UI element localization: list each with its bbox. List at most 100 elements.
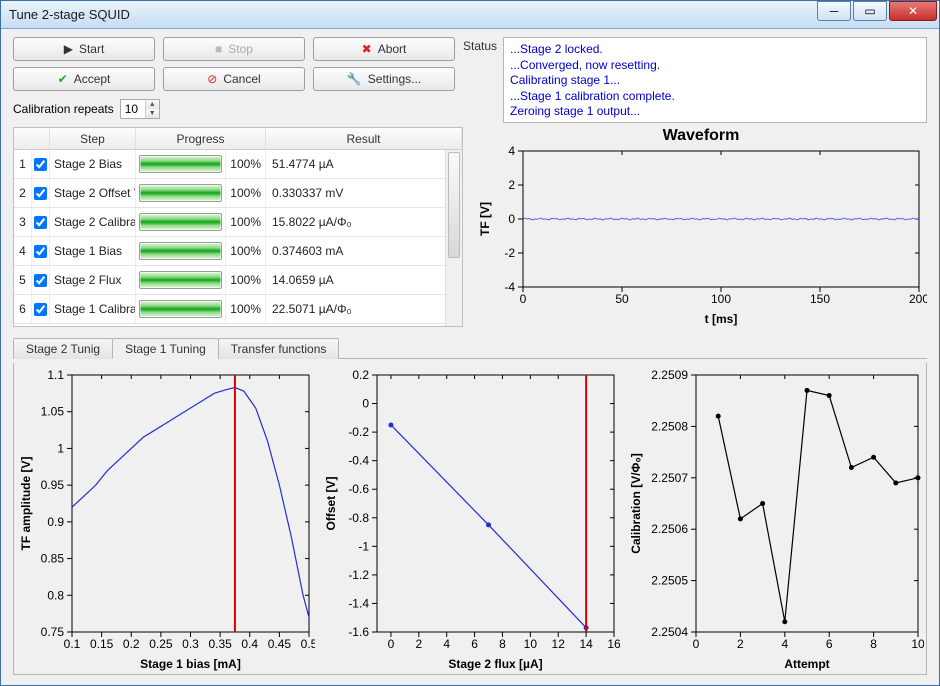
table-header: Step Progress Result <box>14 128 462 150</box>
progress-pct: 100% <box>226 208 266 236</box>
svg-text:0.45: 0.45 <box>268 637 292 651</box>
step-checkbox[interactable] <box>34 274 47 287</box>
row-number: 6 <box>14 295 32 323</box>
step-name: Stage 2 Flux <box>50 266 136 294</box>
status-line: ...Converged, now resetting. <box>510 58 920 74</box>
progress-cell <box>136 295 226 323</box>
svg-text:0.3: 0.3 <box>182 637 199 651</box>
row-check[interactable] <box>32 208 50 236</box>
waveform-title: Waveform <box>475 127 927 145</box>
row-check[interactable] <box>32 237 50 265</box>
svg-text:2: 2 <box>415 637 422 651</box>
status-line: ...Stage 2 locked. <box>510 42 920 58</box>
minimize-button[interactable]: ─ <box>817 1 851 21</box>
tab-transfer-functions[interactable]: Transfer functions <box>218 338 340 359</box>
cancel-button[interactable]: ⊘Cancel <box>163 67 305 91</box>
row-number: 1 <box>14 150 32 178</box>
step-name: Stage 2 Offset V <box>50 179 136 207</box>
svg-text:2.2504: 2.2504 <box>651 625 688 639</box>
status-line: Zeroing stage 1 output... <box>510 104 920 120</box>
table-row[interactable]: 4Stage 1 Bias100%0.374603 mA <box>14 237 462 266</box>
maximize-button[interactable]: ▭ <box>853 1 887 21</box>
tab-stage2-tuning[interactable]: Stage 2 Tunig <box>13 338 113 359</box>
stop-button[interactable]: ■Stop <box>163 37 305 61</box>
start-label: Start <box>79 42 104 56</box>
svg-text:200: 200 <box>909 292 927 306</box>
play-icon: ▶ <box>64 42 73 56</box>
col-result[interactable]: Result <box>266 128 462 149</box>
row-check[interactable] <box>32 179 50 207</box>
spinner-arrows[interactable]: ▲▼ <box>145 100 159 118</box>
svg-text:8: 8 <box>499 637 506 651</box>
abort-icon: ✖ <box>362 42 372 56</box>
svg-text:0.25: 0.25 <box>149 637 173 651</box>
repeats-spinner[interactable]: 10 ▲▼ <box>120 99 160 119</box>
table-scrollbar[interactable] <box>445 150 462 326</box>
row-number: 4 <box>14 237 32 265</box>
table-row[interactable]: 1Stage 2 Bias100%51.4774 µA <box>14 150 462 179</box>
content-area: ▶ Start ■Stop ✖Abort ✔Accept ⊘Cancel 🔧Set… <box>1 29 939 685</box>
step-checkbox[interactable] <box>34 303 47 316</box>
svg-text:0: 0 <box>388 637 395 651</box>
svg-text:16: 16 <box>607 637 620 651</box>
svg-text:0.85: 0.85 <box>41 552 65 566</box>
col-progress[interactable]: Progress <box>136 128 266 149</box>
window-controls: ─ ▭ ✕ <box>817 1 939 28</box>
svg-text:0.15: 0.15 <box>90 637 114 651</box>
mid-row: Step Progress Result 1Stage 2 Bias100%51… <box>13 127 927 327</box>
svg-text:-0.6: -0.6 <box>348 482 369 496</box>
svg-text:-4: -4 <box>504 280 515 294</box>
status-textbox[interactable]: ...Stage 2 locked....Converged, now rese… <box>503 37 927 123</box>
close-button[interactable]: ✕ <box>889 1 937 21</box>
svg-text:0.95: 0.95 <box>41 478 65 492</box>
cancel-label: Cancel <box>223 72 260 86</box>
step-checkbox[interactable] <box>34 158 47 171</box>
col-step[interactable]: Step <box>50 128 136 149</box>
status-label: Status <box>463 37 497 123</box>
progress-bar <box>139 242 222 260</box>
table-row[interactable]: 6Stage 1 Calibrat100%22.5071 µA/Φ₀ <box>14 295 462 324</box>
scroll-thumb[interactable] <box>448 152 460 258</box>
table-row[interactable]: 3Stage 2 Calibrat100%15.8022 µA/Φ₀ <box>14 208 462 237</box>
offset-chart: 0246810121416-1.6-1.4-1.2-1-0.8-0.6-0.4-… <box>321 369 620 672</box>
svg-text:6: 6 <box>471 637 478 651</box>
row-check[interactable] <box>32 150 50 178</box>
stop-icon: ■ <box>215 42 222 56</box>
tab-stage1-tuning[interactable]: Stage 1 Tuning <box>112 338 219 359</box>
svg-text:-1.4: -1.4 <box>348 596 369 610</box>
svg-text:0.5: 0.5 <box>301 637 315 651</box>
row-check[interactable] <box>32 266 50 294</box>
row-check[interactable] <box>32 295 50 323</box>
step-checkbox[interactable] <box>34 216 47 229</box>
progress-pct: 100% <box>226 295 266 323</box>
step-checkbox[interactable] <box>34 187 47 200</box>
svg-text:6: 6 <box>826 637 833 651</box>
accept-button[interactable]: ✔Accept <box>13 67 155 91</box>
progress-cell <box>136 208 226 236</box>
chevron-down-icon[interactable]: ▼ <box>146 109 159 118</box>
svg-text:4: 4 <box>781 637 788 651</box>
svg-text:-0.2: -0.2 <box>348 425 369 439</box>
window-title: Tune 2-stage SQUID <box>9 7 130 22</box>
result-cell: 22.5071 µA/Φ₀ <box>266 295 462 323</box>
status-line: Calibrating stage 1... <box>510 73 920 89</box>
start-button[interactable]: ▶ Start <box>13 37 155 61</box>
table-row[interactable]: 5Stage 2 Flux100%14.0659 µA <box>14 266 462 295</box>
chevron-up-icon[interactable]: ▲ <box>146 100 159 109</box>
step-checkbox[interactable] <box>34 245 47 258</box>
svg-text:0.8: 0.8 <box>47 588 64 602</box>
svg-text:0: 0 <box>362 397 369 411</box>
row-number: 5 <box>14 266 32 294</box>
svg-text:Calibration [V/Φ₀]: Calibration [V/Φ₀] <box>629 453 643 554</box>
result-cell: 51.4774 µA <box>266 150 462 178</box>
svg-text:0: 0 <box>520 292 527 306</box>
settings-button[interactable]: 🔧Settings... <box>313 67 455 91</box>
steps-table: Step Progress Result 1Stage 2 Bias100%51… <box>13 127 463 327</box>
table-row[interactable]: 2Stage 2 Offset V100%0.330337 mV <box>14 179 462 208</box>
abort-button[interactable]: ✖Abort <box>313 37 455 61</box>
progress-pct: 100% <box>226 266 266 294</box>
top-row: ▶ Start ■Stop ✖Abort ✔Accept ⊘Cancel 🔧Set… <box>13 37 927 123</box>
svg-text:1.05: 1.05 <box>41 405 65 419</box>
progress-bar <box>139 300 222 318</box>
svg-text:8: 8 <box>870 637 877 651</box>
